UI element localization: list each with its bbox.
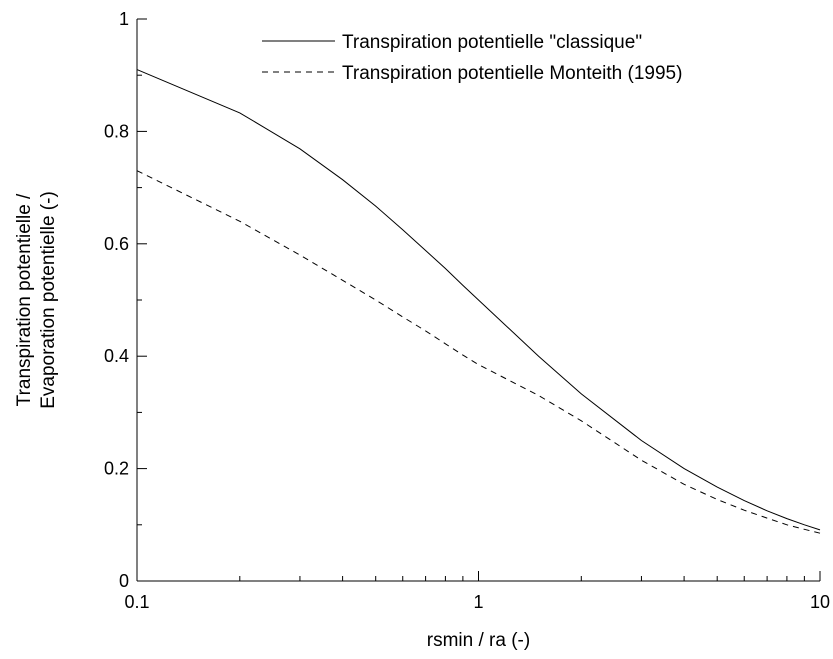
x-axis-label: rsmin / ra (-) — [427, 630, 530, 651]
y-tick-label: 0.8 — [104, 121, 129, 141]
x-tick-label: 1 — [473, 592, 483, 612]
y-axis-label-line-2: Evaporation potentielle (-) — [38, 191, 59, 409]
ticks: 0 0.2 0.4 0.6 0.8 1 0.1 1 10 — [104, 9, 830, 612]
series-line-1 — [136, 69, 821, 531]
y-tick-label: 0.4 — [104, 346, 129, 366]
series-line-2 — [136, 170, 821, 534]
legend: Transpiration potentielle "classique" Tra… — [262, 32, 682, 84]
y-tick-label: 0.6 — [104, 234, 129, 254]
series-layer — [136, 69, 821, 534]
legend-label-1: Transpiration potentielle "classique" — [342, 32, 642, 53]
x-tick-label: 0.1 — [124, 592, 149, 612]
y-tick-label: 0.2 — [104, 459, 129, 479]
y-tick-label: 0 — [119, 571, 129, 591]
y-axis-label-line-1: Transpiration potentielle / — [14, 193, 35, 406]
legend-label-2: Transpiration potentielle Monteith (1995… — [342, 63, 682, 84]
axis-labels: rsmin / ra (-) Transpiration potentielle … — [14, 191, 530, 651]
x-tick-label: 10 — [810, 592, 830, 612]
y-tick-label: 1 — [119, 9, 129, 29]
